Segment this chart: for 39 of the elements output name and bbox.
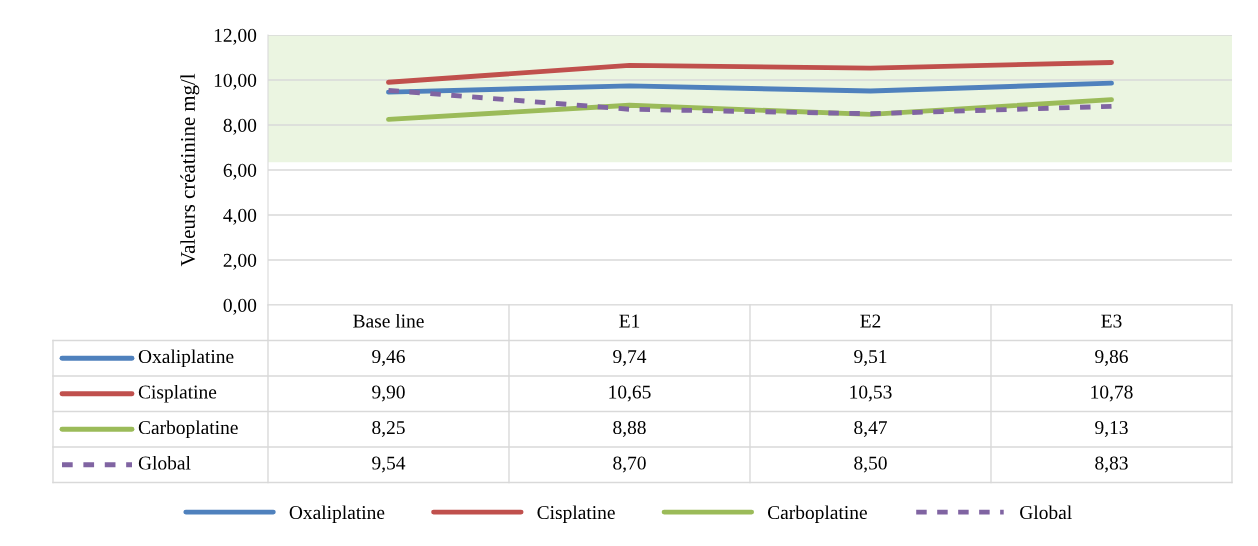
x-tick-label: E2 xyxy=(860,314,881,328)
text: Cisplatine xyxy=(537,505,615,524)
y-tick-label: 12,00 xyxy=(214,28,257,45)
y-tick-label: 6,00 xyxy=(223,163,257,180)
y-tick-label: 4,00 xyxy=(223,208,257,225)
y-tick-label: 2,00 xyxy=(223,253,257,270)
text: Carboplatine xyxy=(767,505,867,524)
text: Oxaliplatine xyxy=(289,505,385,524)
text: Global xyxy=(138,455,191,470)
data-label: 9,54 xyxy=(372,456,406,473)
data-label: 10,78 xyxy=(1091,385,1133,402)
data-label: 8,88 xyxy=(613,421,646,437)
legend-label: Cisplatine xyxy=(138,384,217,403)
data-label: 9,13 xyxy=(1095,421,1128,437)
data-label: 10,53 xyxy=(850,385,892,402)
data-label: 9,74 xyxy=(613,350,647,366)
data-label: 8,50 xyxy=(854,456,887,473)
data-label: 10,65 xyxy=(609,385,651,402)
y-tick-label: 0,00 xyxy=(223,298,257,315)
legend-label: Carboplatine xyxy=(138,420,238,439)
data-label: 8,25 xyxy=(372,421,405,437)
line-series xyxy=(386,80,1114,95)
legend-label: Oxaliplatine xyxy=(138,349,234,368)
data-label: 8,70 xyxy=(613,456,646,473)
legend-label: Global xyxy=(1020,505,1072,520)
line-series xyxy=(386,87,1114,117)
data-label: 9,90 xyxy=(372,385,405,402)
y-axis-title: Valeurs créatinine mg/l xyxy=(180,73,200,267)
data-label: 9,86 xyxy=(1095,350,1128,366)
line-series xyxy=(386,60,1114,85)
x-tick-label: E1 xyxy=(619,314,640,328)
data-label: 9,51 xyxy=(854,350,887,366)
x-tick-label: E3 xyxy=(1101,314,1122,328)
data-label: 8,47 xyxy=(854,421,887,437)
data-label: 8,83 xyxy=(1095,456,1128,473)
data-label: 9,46 xyxy=(372,350,405,366)
y-tick-label: 8,00 xyxy=(223,118,257,135)
y-tick-label: 10,00 xyxy=(214,73,257,90)
x-tick-label: Base line xyxy=(353,313,424,328)
